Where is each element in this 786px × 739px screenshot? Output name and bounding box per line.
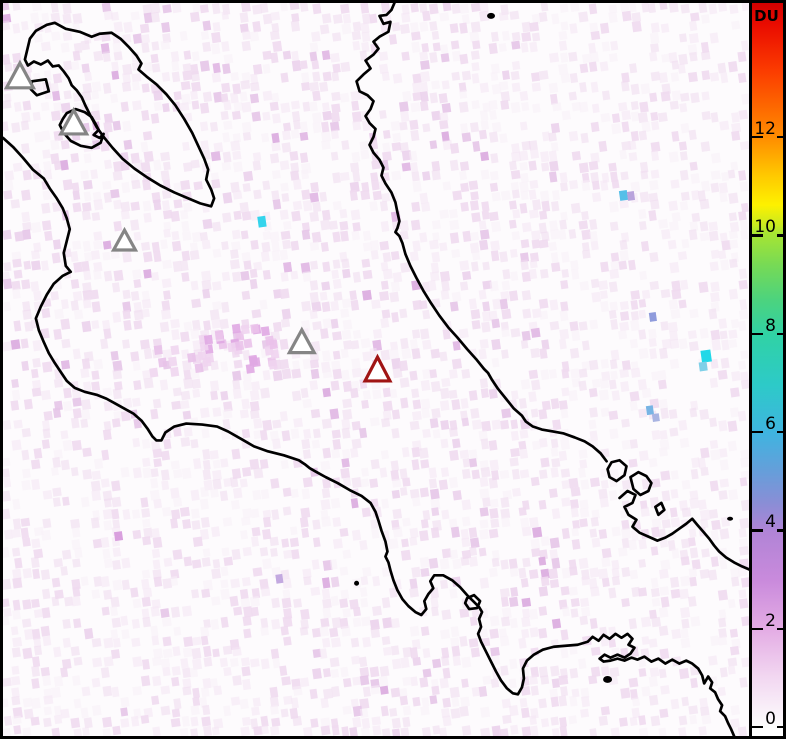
volcano-markers-layer (3, 59, 393, 383)
anomaly-pixel (698, 361, 708, 372)
anomaly-pixel (700, 349, 712, 363)
coastline-path (58, 107, 105, 150)
colorbar-tick-label: 8 (765, 315, 776, 336)
anomaly-pixel (275, 573, 284, 584)
colorbar-tick-label: 6 (765, 413, 776, 434)
map-canvas (3, 3, 749, 736)
noise-layer (3, 3, 749, 736)
colorbar-gradient (752, 3, 783, 736)
anomaly-pixel (648, 312, 657, 322)
small-island (727, 516, 734, 521)
coastline-path (618, 489, 749, 571)
colorbar-tick (777, 529, 783, 532)
anomaly-pixel (618, 189, 629, 201)
coastline-path (606, 458, 628, 483)
coastline-path (23, 21, 216, 208)
colorbar-tick (777, 332, 783, 336)
colorbar-tick (752, 726, 763, 729)
colorbar-tick (752, 430, 763, 434)
colorbar-tick (752, 135, 763, 139)
small-island (487, 12, 496, 19)
colorbar-tick (777, 135, 783, 139)
small-island (354, 580, 360, 586)
colorbar-tick (777, 726, 783, 729)
anomaly-pixel (651, 413, 660, 423)
coastline-layer (3, 3, 749, 736)
map-area (0, 0, 749, 739)
anomaly-pixel (645, 405, 654, 416)
anomaly-pixel (113, 531, 124, 542)
dense-noise-patch (149, 345, 204, 378)
colorbar-tick (752, 627, 763, 631)
colorbar-tick (777, 430, 783, 434)
colorbar-tick (777, 627, 783, 631)
coastline-path (463, 593, 482, 611)
coastline-path (3, 136, 736, 736)
colorbar-tick (752, 234, 763, 237)
colorbar-tick (777, 234, 783, 237)
colorbar-tick-label: 12 (754, 118, 776, 139)
anomaly-pixels-layer (113, 189, 712, 584)
small-island (603, 675, 613, 683)
volcano-marker-icon (58, 106, 90, 136)
coastline-path (654, 501, 666, 517)
coastline-path (355, 3, 608, 463)
colorbar-tick-label: 0 (765, 709, 776, 729)
colorbar-tick (752, 332, 763, 336)
volcano-marker-icon (286, 326, 317, 355)
colorbar-tick-label: 2 (765, 610, 776, 631)
anomaly-pixel (626, 191, 636, 201)
colorbar-unit-label: DU (754, 7, 779, 25)
volcano-marker-icon (362, 353, 393, 383)
colorbar-tick-label: 10 (754, 217, 776, 238)
volcano-marker-icon (110, 226, 139, 252)
coastline-path (629, 470, 653, 497)
colorbar-tick (752, 529, 763, 532)
colorbar: 0 2 4 6 8 10 12 DU (749, 0, 786, 739)
anomaly-pixel (257, 215, 267, 228)
colorbar-tick-label: 4 (765, 512, 776, 533)
volcano-marker-icon (3, 59, 37, 90)
